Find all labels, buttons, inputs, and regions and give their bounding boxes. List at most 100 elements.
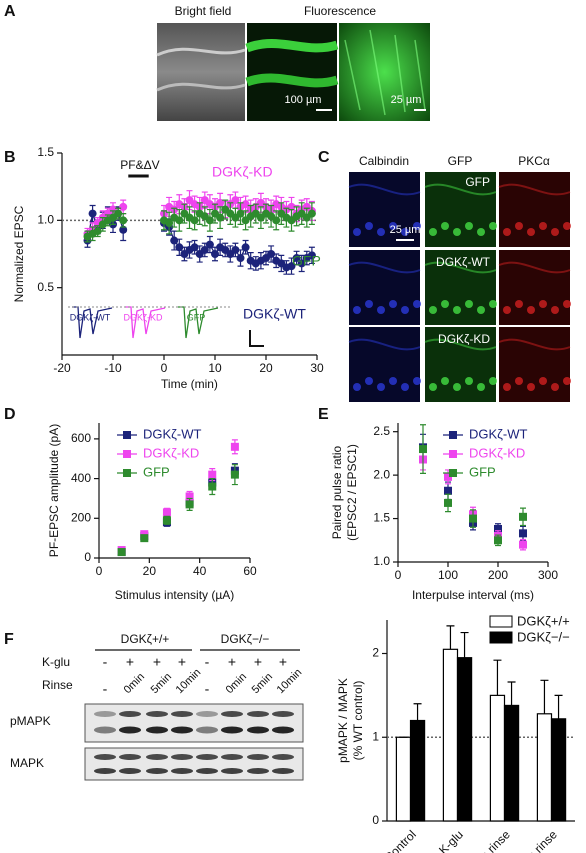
data-point	[117, 548, 126, 557]
image-label: GFP	[465, 175, 490, 189]
bar	[456, 657, 473, 822]
x-tick-label: -10	[104, 361, 122, 375]
fluorescence-image	[339, 23, 430, 121]
cell-body	[401, 306, 409, 314]
band	[171, 711, 193, 717]
data-point	[519, 512, 527, 521]
band	[221, 726, 243, 734]
cell-body	[503, 228, 511, 236]
x-tick-label: 40	[193, 564, 207, 578]
band	[196, 768, 218, 774]
cell-body	[377, 383, 385, 391]
data-point	[241, 243, 250, 252]
x-tick-label: 100	[438, 568, 458, 582]
cell-body	[365, 377, 373, 385]
x-tick-label: 10	[208, 361, 222, 375]
micrograph	[499, 172, 570, 247]
band	[119, 726, 141, 734]
cell-body	[429, 306, 437, 314]
panel-letter: D	[4, 406, 16, 423]
cell-body	[429, 228, 437, 236]
lane-mark: 0min	[224, 671, 249, 696]
data-point	[216, 213, 225, 222]
data-point	[231, 196, 240, 205]
data-point	[200, 245, 209, 254]
data-point	[230, 470, 239, 479]
lane-mark: +	[228, 654, 236, 670]
fluorescence-image	[245, 23, 339, 121]
cell-body	[353, 306, 361, 314]
trace-label: DGKζ-KD	[124, 312, 163, 322]
data-point	[162, 516, 171, 525]
image-label: DGKζ-WT	[436, 255, 491, 269]
panel-letter: A	[4, 3, 16, 20]
data-point	[175, 243, 184, 252]
cell-body	[389, 222, 397, 230]
x-tick-label: 0	[395, 568, 402, 582]
band	[221, 768, 243, 774]
cell-body	[465, 300, 473, 308]
data-point	[162, 508, 171, 517]
y-tick-label: 2	[372, 646, 379, 660]
band	[119, 768, 141, 774]
cell-body	[503, 306, 511, 314]
legend-swatch	[489, 631, 513, 644]
data-point	[119, 202, 128, 211]
cell-body	[527, 306, 535, 314]
data-point	[241, 200, 250, 209]
x-tick-label: -20	[53, 361, 71, 375]
cell-body	[441, 377, 449, 385]
cell-body	[453, 383, 461, 391]
band	[146, 711, 168, 717]
micrograph	[349, 250, 420, 325]
error-bar	[493, 659, 502, 696]
cell-body	[465, 222, 473, 230]
legend-label: DGKζ−/−	[517, 629, 570, 644]
cell-body	[551, 306, 559, 314]
trace	[178, 306, 219, 339]
cell-body	[401, 228, 409, 236]
data-point	[287, 202, 296, 211]
y-axis-label: (% WT control)	[351, 681, 365, 761]
band	[272, 768, 294, 774]
data-point	[519, 540, 527, 549]
legend-marker	[123, 469, 131, 477]
brightfield-image	[156, 23, 246, 121]
legend-marker	[449, 469, 457, 477]
band	[272, 711, 294, 717]
data-point	[307, 251, 316, 260]
y-tick-label: 400	[71, 471, 91, 485]
cell-body	[365, 300, 373, 308]
data-point	[297, 259, 306, 268]
x-axis-label: Stimulus intensity (µA)	[115, 588, 235, 602]
cell-body	[527, 383, 535, 391]
data-point	[419, 445, 427, 454]
error-bar	[446, 625, 455, 650]
data-point	[519, 529, 527, 538]
panel-letter: B	[4, 149, 16, 166]
data-point	[231, 245, 240, 254]
y-axis-label: Paired pulse ratio	[330, 445, 344, 539]
band	[146, 768, 168, 774]
dendrites	[498, 338, 571, 351]
y-tick-label: 1	[372, 729, 379, 743]
cell-body	[503, 383, 511, 391]
lane-mark: 10min	[174, 666, 204, 696]
data-point	[208, 482, 217, 491]
error-bar	[460, 631, 469, 658]
image-label: DGKζ-KD	[438, 332, 490, 346]
series-label: DGKζ-KD	[212, 164, 273, 180]
legend-marker	[449, 450, 457, 458]
x-tick-label: 30	[310, 361, 324, 375]
band	[221, 711, 243, 717]
data-point	[216, 198, 225, 207]
panel-letter: C	[318, 149, 330, 166]
series-label: GFP	[292, 253, 321, 269]
x-tick-label: 300	[538, 568, 558, 582]
band	[247, 726, 269, 734]
image-grid	[348, 172, 571, 402]
lane-mark: +	[153, 654, 161, 670]
lane-mark: -	[103, 654, 108, 670]
cell-body	[389, 377, 397, 385]
y-tick-label: 0.5	[37, 280, 54, 294]
